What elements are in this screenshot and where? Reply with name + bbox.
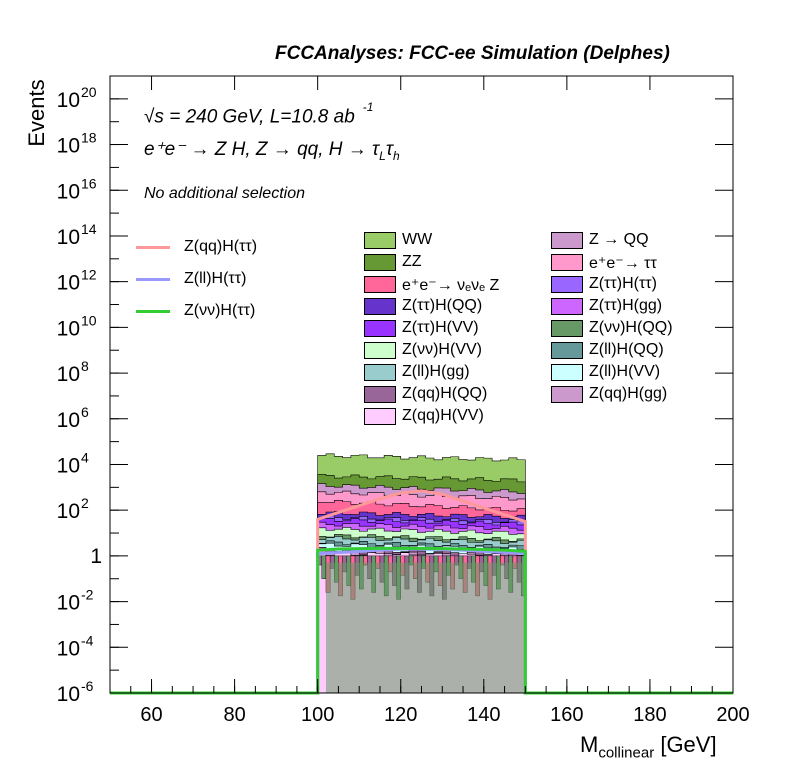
bg-legend-swatch-1-1 [551, 254, 583, 271]
signal-legend-line-2 [136, 310, 170, 313]
signal-legend-label-0: Z(qq)H(ττ) [184, 238, 258, 255]
x-tick-label-7: 200 [716, 704, 749, 726]
signal-curve-2 [110, 546, 733, 695]
y-tick-label-9: 10 [57, 272, 80, 295]
y-tick-sup-4: 2 [81, 495, 89, 511]
bg-legend-swatch-0-8 [364, 408, 396, 425]
bg-legend-label-0-5: Z(νν)H(VV) [402, 341, 482, 358]
y-tick-label-3: 1 [90, 545, 102, 568]
y-tick-label-11: 10 [57, 180, 80, 203]
bg-legend-label-1-4: Z(νν)H(QQ) [589, 319, 673, 336]
bg-legend-swatch-1-0 [551, 232, 583, 249]
bg-legend-swatch-0-7 [364, 386, 396, 403]
bg-legend-label-0-3: Z(ττ)H(QQ) [402, 297, 483, 314]
bg-legend-label-0-1: ZZ [402, 253, 422, 270]
bg-legend-swatch-0-4 [364, 320, 396, 337]
signal-fill-vv [325, 562, 526, 693]
y-tick-sup-0: -6 [81, 678, 94, 694]
signal-legend-line-0 [136, 246, 170, 249]
bg-legend-label-0-0: WW [402, 231, 433, 248]
y-tick-sup-2: -2 [81, 587, 94, 603]
chart-title: FCCAnalyses: FCC-ee Simulation (Delphes) [275, 43, 670, 64]
bg-legend-label-1-6: Z(ll)H(VV) [589, 363, 661, 380]
y-tick-label-12: 10 [57, 135, 80, 158]
bg-legend-label-1-2: Z(ττ)H(ττ) [589, 275, 657, 292]
signal-legend-line-1 [136, 278, 170, 281]
bg-legend-label-0-8: Z(qq)H(VV) [402, 407, 484, 424]
y-tick-sup-12: 18 [81, 130, 97, 146]
bg-legend-label-0-6: Z(ll)H(gg) [402, 363, 470, 380]
low-bar-1 [321, 555, 327, 579]
bg-legend-label-1-0: Z → QQ [589, 231, 649, 248]
bg-legend-swatch-1-3 [551, 298, 583, 315]
bg-legend-swatch-1-2 [551, 276, 583, 293]
bg-legend-label-0-2: e⁺e⁻→ νₑνₑ Z [402, 277, 500, 294]
y-tick-label-0: 10 [57, 683, 80, 706]
y-axis-label: Events [24, 79, 49, 147]
bg-legend-swatch-1-5 [551, 342, 583, 359]
bg-legend-swatch-0-1 [364, 254, 396, 271]
y-tick-label-4: 10 [57, 500, 80, 523]
y-tick-label-10: 10 [57, 226, 80, 249]
signal-legend-label-1: Z(ll)H(ττ) [184, 270, 247, 287]
bg-legend-label-1-5: Z(ll)H(QQ) [589, 341, 664, 358]
signal-curve-0 [110, 489, 733, 695]
y-tick-sup-5: 4 [81, 449, 89, 465]
bg-legend-swatch-1-7 [551, 386, 583, 403]
y-tick-sup-8: 10 [81, 312, 97, 328]
x-tick-label-0: 60 [140, 704, 162, 726]
x-axis-label: Mcollinear [GeV] [580, 732, 717, 762]
bg-legend-swatch-0-2 [364, 276, 396, 293]
y-tick-label-5: 10 [57, 454, 80, 477]
selection-label: No additional selection [144, 185, 305, 202]
bg-legend-swatch-0-3 [364, 298, 396, 315]
y-tick-sup-11: 16 [81, 175, 97, 191]
y-tick-label-6: 10 [57, 409, 80, 432]
x-ticks: 60 80 100 120 140 160 180 200 [109, 76, 750, 726]
x-tick-label-4: 140 [467, 704, 500, 726]
y-tick-label-13: 10 [57, 89, 80, 112]
bg-legend-swatch-0-5 [364, 342, 396, 359]
bg-legend-swatch-0-0 [364, 232, 396, 249]
y-tick-sup-9: 12 [81, 267, 97, 283]
bg-legend-label-0-4: Z(ττ)H(VV) [402, 319, 479, 336]
signal-curves [110, 489, 733, 695]
x-tick-label-5: 160 [550, 704, 583, 726]
y-tick-label-1: 10 [57, 637, 80, 660]
process-label: e⁺e⁻ → Z H, Z → qq, H → τLτh [144, 139, 400, 163]
y-tick-sup-1: -4 [81, 632, 94, 648]
bg-legend-label-0-7: Z(qq)H(QQ) [402, 385, 488, 402]
y-tick-sup-13: 20 [81, 84, 97, 100]
bg-legend-swatch-1-6 [551, 364, 583, 381]
bg-legend-label-1-1: e⁺e⁻→ ττ [589, 255, 657, 272]
x-tick-label-6: 180 [633, 704, 666, 726]
y-tick-label-8: 10 [57, 317, 80, 340]
y-tick-sup-7: 8 [81, 358, 89, 374]
y-tick-sup-6: 6 [81, 404, 89, 420]
bg-legend-label-1-3: Z(ττ)H(gg) [589, 297, 663, 314]
x-tick-label-3: 120 [384, 704, 417, 726]
bg-legend-swatch-0-6 [364, 364, 396, 381]
bg-legend-swatch-1-4 [551, 320, 583, 337]
x-tick-label-1: 80 [223, 704, 245, 726]
y-tick-sup-10: 14 [81, 221, 97, 237]
energy-lumi-label: √s = 240 GeV, L=10.8 ab -1 [144, 100, 374, 128]
x-tick-label-2: 100 [301, 704, 334, 726]
low-tail-bars [317, 555, 526, 693]
signal-legend-label-2: Z(νν)H(ττ) [184, 302, 256, 319]
y-tick-label-7: 10 [57, 363, 80, 386]
y-tick-label-2: 10 [57, 592, 80, 615]
bg-legend-label-1-7: Z(qq)H(gg) [589, 385, 668, 402]
